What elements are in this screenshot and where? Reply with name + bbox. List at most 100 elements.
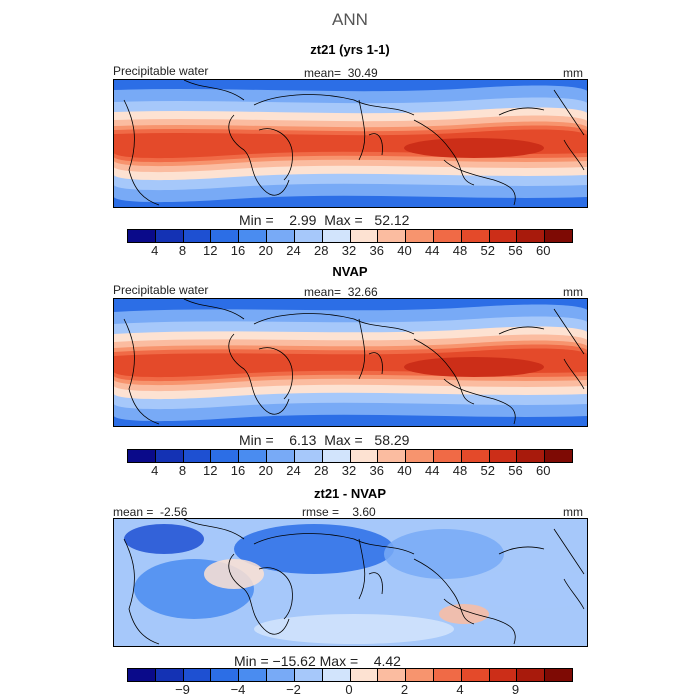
panel1-min-label: Min = xyxy=(239,212,274,228)
panel3-min-value: −15.62 xyxy=(272,653,316,669)
colorbar-tick-label: 40 xyxy=(397,243,412,258)
panel1-minmax: Min = 2.99 Max = 52.12 xyxy=(239,212,409,228)
colorbar-tick-label: 44 xyxy=(425,463,440,478)
colorbar-swatch xyxy=(294,669,323,681)
field-maximum xyxy=(404,357,544,377)
colorbar-tick-label: 52 xyxy=(480,463,495,478)
colorbar-swatch xyxy=(128,450,156,462)
colorbar-swatch xyxy=(378,450,407,462)
panel3-title: zt21 - NVAP xyxy=(314,486,386,501)
colorbar-tick-label: 32 xyxy=(341,243,357,258)
panel2-map xyxy=(113,298,588,427)
colorbar-swatch xyxy=(461,450,490,462)
panel2-units: mm xyxy=(563,285,583,299)
panel2-colorbar-ticks: 4 8 12 16 20 24 28 32 36 40 44 48 52 56 60 xyxy=(127,463,571,479)
colorbar-tick-label: 24 xyxy=(286,243,301,258)
panel2-max-value: 58.29 xyxy=(374,432,410,448)
colorbar-tick-label: −9 xyxy=(175,682,190,697)
field-contour xyxy=(384,529,504,579)
colorbar-swatch xyxy=(517,450,546,462)
field-maximum xyxy=(404,138,544,158)
coastline xyxy=(498,546,545,555)
panel1-variable-label: Precipitable water xyxy=(113,64,209,78)
panel2-mean-label: mean= 32.66 xyxy=(304,285,378,299)
coastline xyxy=(183,80,245,101)
colorbar-swatch xyxy=(211,669,240,681)
colorbar-swatch xyxy=(406,450,434,462)
colorbar-swatch xyxy=(294,230,323,242)
coastline xyxy=(563,578,585,610)
colorbar-swatch xyxy=(239,450,268,462)
panel2-mean-text: mean= xyxy=(304,285,342,299)
field-contour xyxy=(254,614,454,644)
colorbar-tick-label: 60 xyxy=(536,463,551,478)
coastline xyxy=(443,159,516,206)
colorbar-tick-label: 56 xyxy=(508,463,523,478)
panel3-colorbar xyxy=(127,668,573,682)
colorbar-swatch xyxy=(350,669,379,681)
coastline xyxy=(228,333,290,415)
panel2-variable-label: Precipitable water xyxy=(113,283,209,297)
colorbar-tick-label: 48 xyxy=(452,463,468,478)
colorbar-tick-label: 28 xyxy=(314,463,329,478)
panel1-max-value: 52.12 xyxy=(374,212,410,228)
panel2-minmax: Min = 6.13 Max = 58.29 xyxy=(239,432,409,448)
colorbar-tick-label: 12 xyxy=(203,463,218,478)
colorbar-swatch xyxy=(461,669,490,681)
coastline xyxy=(358,99,366,161)
colorbar-tick-label: 52 xyxy=(480,243,495,258)
coastline xyxy=(183,299,245,320)
colorbar-swatch xyxy=(406,669,434,681)
colorbar-swatch xyxy=(239,230,268,242)
colorbar-swatch xyxy=(294,450,323,462)
colorbar-swatch xyxy=(350,450,379,462)
colorbar-swatch xyxy=(322,669,351,681)
colorbar-swatch xyxy=(128,669,156,681)
field-contour xyxy=(204,559,264,589)
panel1-map-svg xyxy=(114,80,587,207)
panel3-rmse-value: 3.60 xyxy=(352,505,376,519)
panel1-colorbar xyxy=(127,229,573,243)
colorbar-swatch xyxy=(211,230,240,242)
coastline xyxy=(123,99,160,206)
coastline xyxy=(253,313,415,335)
colorbar-tick-label: 56 xyxy=(508,243,523,258)
coastline xyxy=(368,133,383,156)
colorbar-tick-label: 9 xyxy=(511,682,520,697)
colorbar-swatch xyxy=(128,230,156,242)
coastline xyxy=(553,528,585,575)
coastline xyxy=(553,308,585,355)
colorbar-tick-label: −2 xyxy=(286,682,301,697)
colorbar-tick-label: −4 xyxy=(230,682,246,697)
coastline xyxy=(123,538,160,645)
colorbar-swatch xyxy=(489,230,518,242)
panel2-title: NVAP xyxy=(332,264,368,279)
colorbar-swatch xyxy=(489,450,518,462)
panel1-mean-text: mean= xyxy=(304,66,342,80)
colorbar-tick-label: 8 xyxy=(178,463,187,478)
coastline xyxy=(443,378,516,425)
coastline xyxy=(413,558,475,625)
coastline xyxy=(228,114,290,196)
colorbar-swatch xyxy=(378,669,407,681)
coastline xyxy=(258,567,293,620)
colorbar-tick-label: 32 xyxy=(341,463,357,478)
colorbar-swatch xyxy=(433,450,462,462)
colorbar-tick-label: 0 xyxy=(345,682,353,697)
colorbar-swatch xyxy=(545,230,572,242)
colorbar-tick-label: 2 xyxy=(400,682,409,697)
panel3-map xyxy=(113,518,588,647)
panel2-max-label: Max = xyxy=(324,432,363,448)
panel3-units: mm xyxy=(563,505,583,519)
colorbar-tick-label: 20 xyxy=(258,243,273,258)
colorbar-tick-label: 4 xyxy=(151,463,159,478)
panel3-mean-value: -2.56 xyxy=(160,505,188,519)
colorbar-swatch xyxy=(267,230,295,242)
colorbar-swatch xyxy=(183,230,212,242)
colorbar-swatch xyxy=(183,450,212,462)
colorbar-swatch xyxy=(433,230,462,242)
panel1-mean-label: mean= 30.49 xyxy=(304,66,378,80)
colorbar-swatch xyxy=(322,450,351,462)
field-contour xyxy=(124,524,204,554)
panel3-min-label: Min = xyxy=(234,653,269,669)
